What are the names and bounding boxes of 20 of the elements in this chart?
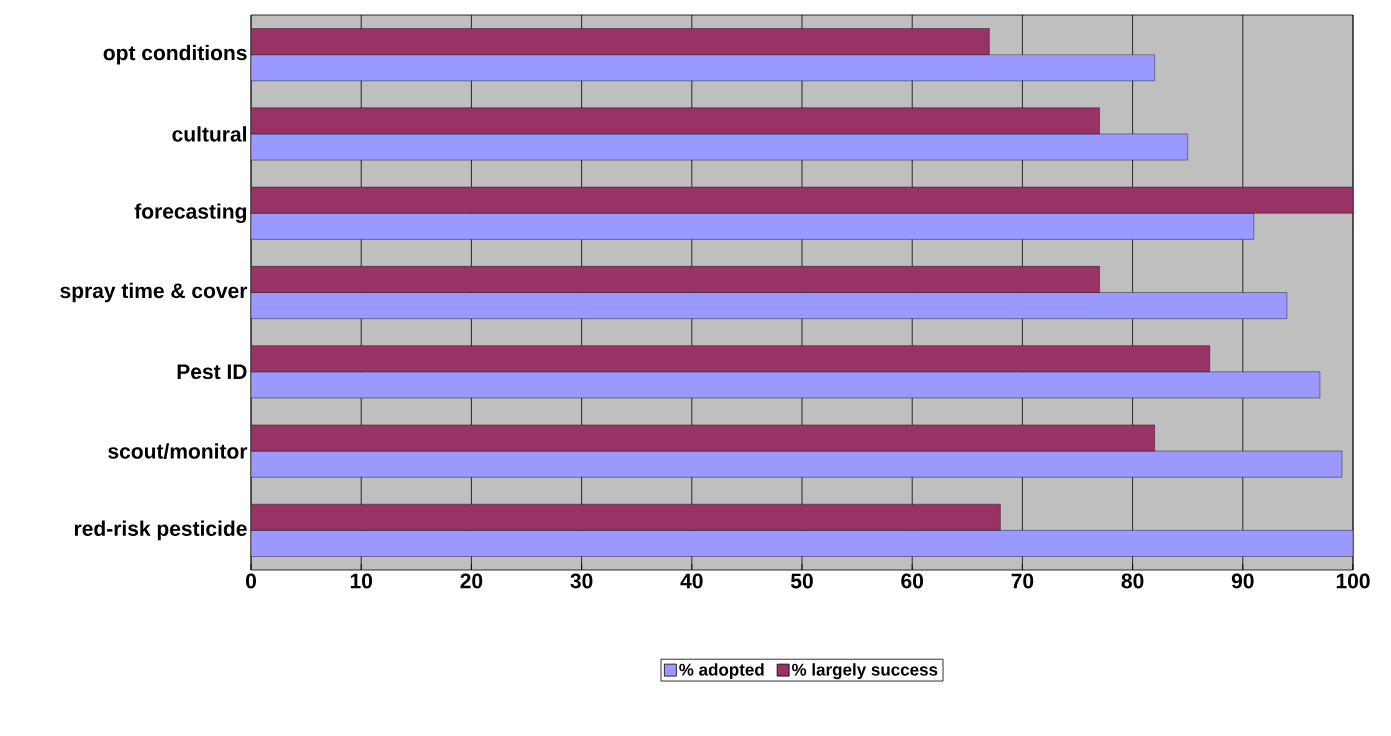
x-tick-label: 20 [460,573,483,589]
y-tick-label: spray time & cover [60,282,248,303]
x-tick-label: 100 [1336,573,1370,589]
y-tick-label: Pest ID [177,364,247,380]
y-tick-label: opt conditions [103,44,247,65]
x-tick-label: 0 [245,573,256,589]
y-tick-label: red-risk pesticide [74,520,247,541]
x-tick-label: 30 [570,573,593,589]
x-tick-label: 10 [350,573,373,589]
legend-label: % adopted [679,663,764,680]
y-tick-label: cultural [172,126,246,142]
legend-label: % largely success [791,663,938,680]
x-tick-label: 80 [1121,573,1144,589]
x-tick-label: 40 [680,573,703,589]
x-tick-label: 70 [1011,573,1034,589]
x-tick-label: 50 [790,573,813,589]
y-tick-label: forecasting [134,203,247,224]
y-tick-label: scout/monitor [108,443,248,459]
x-tick-label: 90 [1231,573,1254,589]
x-tick-label: 60 [901,573,924,589]
